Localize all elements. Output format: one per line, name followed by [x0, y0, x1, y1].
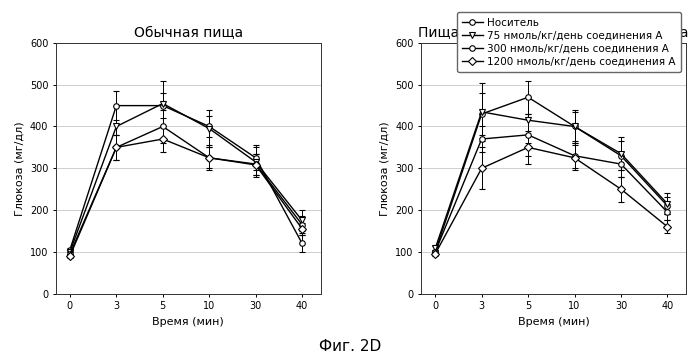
Title: Обычная пища: Обычная пища	[134, 26, 243, 40]
Y-axis label: Глюкоза (мг/дл): Глюкоза (мг/дл)	[14, 121, 24, 216]
Legend: Носитель, 75 нмоль/кг/день соединения А, 300 нмоль/кг/день соединения А, 1200 нм: Носитель, 75 нмоль/кг/день соединения А,…	[457, 13, 681, 72]
X-axis label: Время (мин): Время (мин)	[153, 317, 224, 327]
X-axis label: Время (мин): Время (мин)	[518, 317, 589, 327]
Y-axis label: Глюкоза (мг/дл): Глюкоза (мг/дл)	[379, 121, 390, 216]
Text: Фиг. 2D: Фиг. 2D	[319, 339, 381, 354]
Title: Пища с высоким содержанием жира: Пища с высоким содержанием жира	[419, 26, 689, 40]
